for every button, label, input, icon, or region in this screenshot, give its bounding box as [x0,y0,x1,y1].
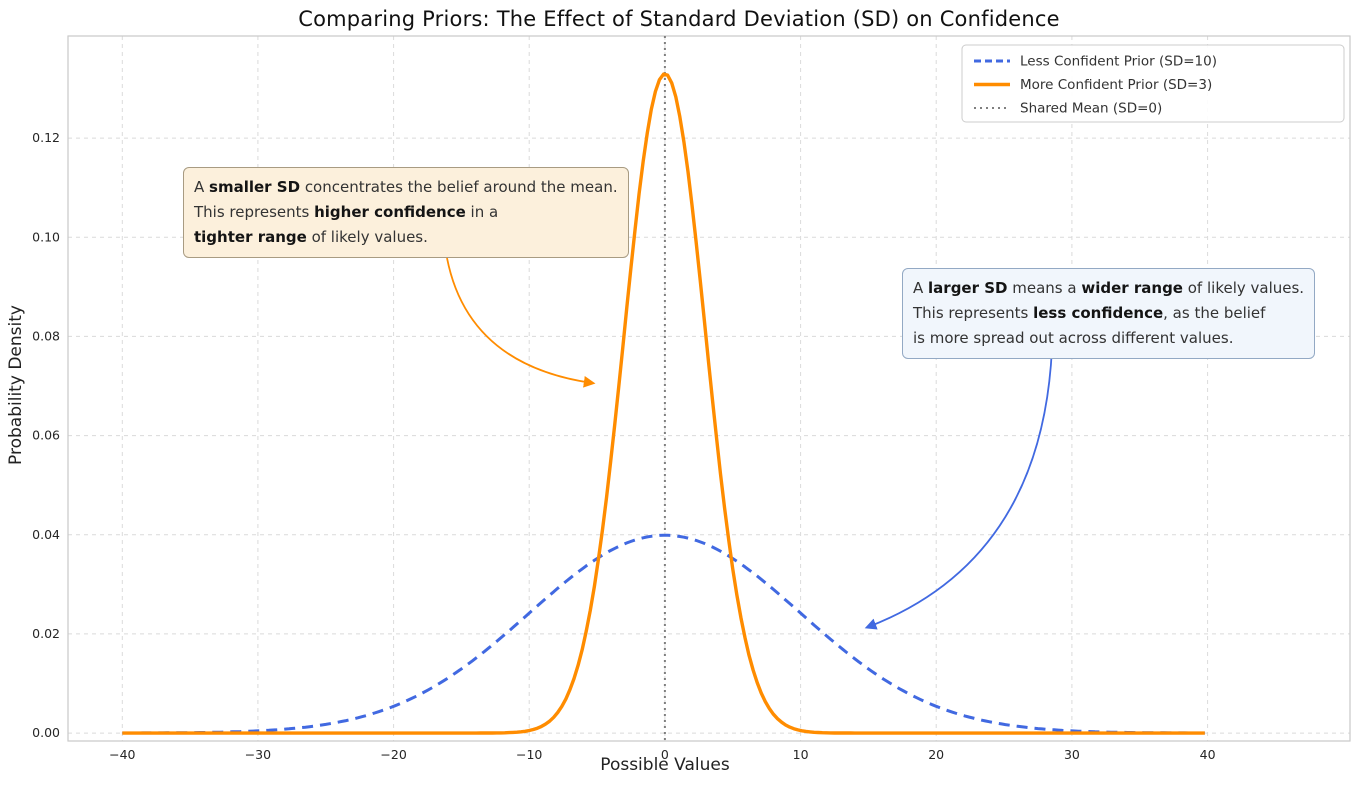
x-tick-label: 30 [1064,747,1080,762]
smaller-sd-annotation: A smaller SD concentrates the belief aro… [183,167,629,258]
y-tick-label: 0.12 [32,130,60,145]
y-tick-label: 0.02 [32,626,60,641]
plot-frame [67,35,1351,742]
series-curve-0 [122,533,1205,735]
y-axis-label: Probability Density [6,305,26,465]
y-tick-label: 0.06 [32,428,60,443]
larger-sd-annotation: A larger SD means a wider range of likel… [902,268,1316,359]
x-tick-label: 10 [793,747,809,762]
x-axis-label: Possible Values [600,755,730,775]
legend-label: Less Confident Prior (SD=10) [1020,54,1217,70]
legend [961,44,1345,123]
annotation-arrow [446,257,596,388]
x-tick-label: 40 [1200,747,1216,762]
annotation-arrow [864,347,1053,630]
legend-label: More Confident Prior (SD=3) [1020,77,1212,93]
y-tick-label: 0.04 [32,527,60,542]
series-curve-1 [122,72,1205,735]
annotation-text-line: is more spread out across different valu… [913,329,1234,347]
legend-label: Shared Mean (SD=0) [1020,101,1162,117]
annotation-text-line: This represents less confidence, as the … [913,304,1266,322]
chart-title: Comparing Priors: The Effect of Standard… [298,7,1060,31]
annotation-text-line: A smaller SD concentrates the belief aro… [194,178,618,196]
x-tick-label: 20 [928,747,944,762]
x-tick-label: −20 [380,747,406,762]
x-tick-label: 0 [661,747,669,762]
plot-area [68,36,1350,741]
annotation-text-line: tighter range of likely values. [194,228,428,246]
annotation-text-line: This represents higher confidence in a [194,203,499,221]
annotation-text-line: A larger SD means a wider range of likel… [913,279,1305,297]
x-tick-label: −10 [516,747,542,762]
y-tick-label: 0.00 [32,725,60,740]
x-tick-label: −40 [109,747,135,762]
x-tick-label: −30 [245,747,271,762]
y-tick-label: 0.10 [32,229,60,244]
y-tick-label: 0.08 [32,328,60,343]
